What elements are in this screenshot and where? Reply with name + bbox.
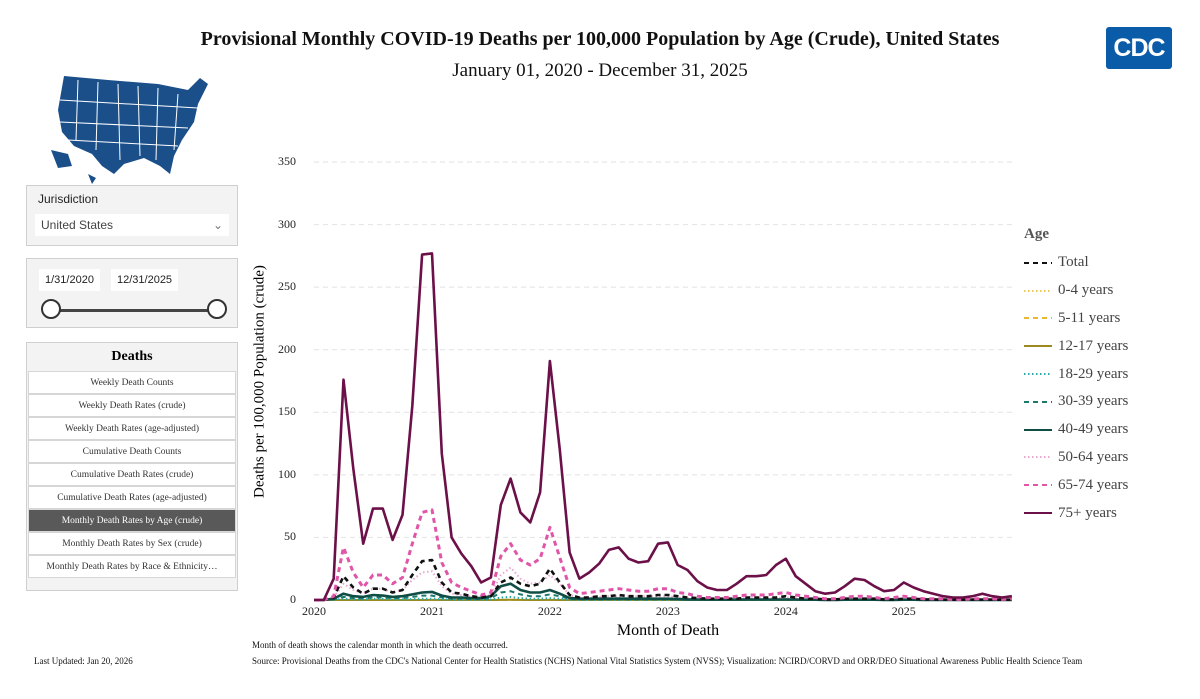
legend-label: 50-64 years <box>1058 448 1129 465</box>
legend-swatch-icon <box>1024 400 1052 403</box>
date-range-filter: 1/31/2020 12/31/2025 <box>26 258 238 328</box>
source-note: Source: Provisional Deaths from the CDC'… <box>252 656 1083 666</box>
legend-item[interactable]: 75+ years <box>1024 499 1128 527</box>
line-chart <box>314 161 1015 602</box>
legend-label: 30-39 years <box>1058 393 1129 410</box>
legend-swatch-icon <box>1024 289 1052 292</box>
legend-swatch-icon <box>1024 317 1052 320</box>
jurisdiction-label: Jurisdiction <box>38 192 99 206</box>
deaths-menu-item[interactable]: Weekly Death Counts <box>28 371 236 394</box>
x-axis-title: Month of Death <box>616 622 720 639</box>
jurisdiction-dropdown[interactable]: United States ⌄ <box>35 214 229 236</box>
chart-subtitle: January 01, 2020 - December 31, 2025 <box>452 60 748 81</box>
legend-item[interactable]: 50-64 years <box>1024 444 1128 472</box>
legend-swatch-icon <box>1024 373 1052 376</box>
legend-item[interactable]: 30-39 years <box>1024 388 1128 416</box>
end-date-input[interactable]: 12/31/2025 <box>111 269 179 291</box>
legend-label: 40-49 years <box>1058 421 1129 438</box>
legend-item[interactable]: 5-11 years <box>1024 305 1128 333</box>
deaths-menu-item[interactable]: Weekly Death Rates (crude) <box>28 394 236 417</box>
start-slider-handle[interactable] <box>41 299 61 319</box>
us-map-icon[interactable] <box>48 70 213 188</box>
deaths-menu-item[interactable]: Weekly Death Rates (age-adjusted) <box>28 417 236 440</box>
legend-swatch-icon <box>1024 456 1052 459</box>
series-line-65-74-years <box>314 508 1013 602</box>
footnote: Month of death shows the calendar month … <box>252 640 508 650</box>
legend-item[interactable]: 18-29 years <box>1024 360 1128 388</box>
deaths-menu-title: Deaths <box>111 349 153 364</box>
legend-label: 18-29 years <box>1058 365 1129 382</box>
legend-swatch-icon <box>1024 512 1052 515</box>
deaths-menu-item[interactable]: Cumulative Death Rates (age-adjusted) <box>28 486 236 509</box>
series-line-18-29-years <box>314 595 1012 601</box>
legend-item[interactable]: Total <box>1024 249 1128 277</box>
deaths-menu-item[interactable]: Monthly Death Rates by Sex (crude) <box>28 532 236 555</box>
legend-label: 65-74 years <box>1058 476 1129 493</box>
legend-title: Age <box>1024 226 1049 242</box>
series-line-75-years <box>314 252 1013 602</box>
legend-item[interactable]: 0-4 years <box>1024 277 1128 305</box>
legend-swatch-icon <box>1024 484 1052 487</box>
y-axis-title: Deaths per 100,000 Population (crude) <box>251 265 268 498</box>
deaths-menu-item[interactable]: Cumulative Death Rates (crude) <box>28 463 236 486</box>
date-slider-track[interactable] <box>53 309 217 312</box>
legend-item[interactable]: 65-74 years <box>1024 471 1128 499</box>
legend-swatch-icon <box>1024 428 1052 431</box>
deaths-menu-item[interactable]: Monthly Death Rates by Age (crude) <box>28 509 236 532</box>
chart-title: Provisional Monthly COVID-19 Deaths per … <box>200 28 1000 50</box>
legend: Age Total 0-4 years 5-11 years 12-17 years 1… <box>1024 226 1128 527</box>
series-line-40-49-years <box>314 582 1012 602</box>
legend-item[interactable]: 40-49 years <box>1024 416 1128 444</box>
legend-item[interactable]: 12-17 years <box>1024 332 1128 360</box>
legend-label: Total <box>1058 254 1089 271</box>
jurisdiction-filter: Jurisdiction United States ⌄ <box>26 185 238 246</box>
start-date-input[interactable]: 1/31/2020 <box>39 269 100 291</box>
last-updated: Last Updated: Jan 20, 2026 <box>34 656 133 666</box>
jurisdiction-value: United States <box>41 218 114 232</box>
legend-swatch-icon <box>1024 345 1052 348</box>
legend-label: 5-11 years <box>1058 309 1121 326</box>
cdc-logo: CDC <box>1106 27 1172 69</box>
series-line-total <box>314 558 1012 602</box>
deaths-navigation: Deaths Weekly Death Counts Weekly Death R… <box>26 342 238 591</box>
chevron-down-icon: ⌄ <box>212 218 223 232</box>
deaths-menu-item[interactable]: Cumulative Death Counts <box>28 440 236 463</box>
legend-label: 12-17 years <box>1058 337 1129 354</box>
legend-swatch-icon <box>1024 261 1052 264</box>
legend-label: 75+ years <box>1058 504 1117 521</box>
legend-label: 0-4 years <box>1058 282 1114 299</box>
deaths-menu-item[interactable]: Monthly Death Rates by Race & Ethnicity… <box>28 555 236 578</box>
end-slider-handle[interactable] <box>207 299 227 319</box>
